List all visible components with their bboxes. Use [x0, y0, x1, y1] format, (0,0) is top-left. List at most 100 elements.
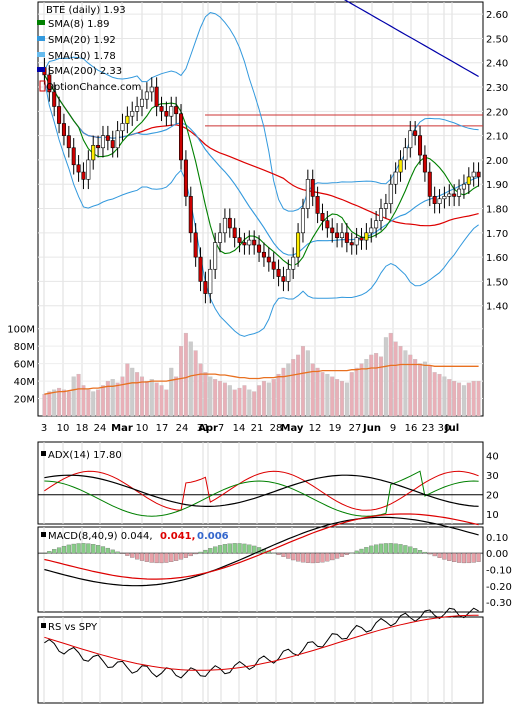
volume-bar — [369, 354, 374, 417]
volume-bar — [330, 376, 335, 417]
volume-bar — [413, 359, 418, 417]
macd-histogram-bar — [42, 553, 47, 554]
macd-histogram-bar — [183, 553, 188, 558]
macd-histogram-bar — [276, 553, 281, 556]
watermark-marker — [39, 80, 46, 92]
macd-histogram-bar — [56, 547, 62, 554]
volume-tick-label: 100M — [7, 325, 35, 336]
x-tick-label: 9 — [390, 423, 396, 434]
candle-body — [286, 268, 291, 282]
macd-histogram-bar — [115, 551, 120, 554]
macd-histogram-bar — [217, 545, 223, 554]
volume-bar — [159, 385, 164, 417]
macd-legend-swatch — [41, 532, 46, 537]
volume-bar — [139, 376, 144, 417]
adx-line — [44, 474, 479, 507]
volume-bar — [144, 380, 149, 417]
candle-body — [388, 183, 393, 204]
legend-item-sma20: SMA(20) 1.92 — [37, 35, 116, 46]
macd-histogram-bar — [95, 545, 101, 554]
macd-histogram-bar — [66, 544, 71, 554]
volume-bar — [193, 350, 198, 417]
macd-histogram-bar — [398, 544, 403, 554]
macd-histogram-bar — [178, 553, 184, 560]
volume-bar — [271, 379, 276, 417]
macd-histogram-bar — [447, 553, 452, 561]
candle-body — [198, 256, 203, 282]
x-tick-label: Jul — [444, 423, 459, 434]
candle-body — [374, 220, 379, 229]
volume-bar — [242, 385, 247, 417]
volume-bar — [427, 365, 432, 417]
macd-histogram-bar — [339, 553, 345, 557]
candle-body — [154, 86, 159, 107]
volume-bar — [320, 372, 325, 417]
macd-histogram-bar — [237, 543, 242, 554]
candle-body — [208, 268, 213, 294]
macd-histogram-bar — [374, 544, 379, 554]
macd-histogram-bar — [222, 544, 228, 554]
macd-histogram-bar — [52, 549, 57, 554]
volume-bar — [61, 389, 66, 417]
volume-bar — [349, 372, 354, 417]
candle-body — [115, 130, 120, 149]
candle-body — [344, 232, 349, 243]
macd-histogram-bar — [325, 553, 330, 562]
macd-tick-label: 0.10 — [486, 533, 508, 544]
volume-tick-label: 80M — [14, 342, 35, 353]
macd-histogram-bar — [91, 544, 96, 554]
macd-histogram-bar — [369, 545, 374, 554]
candle-body — [261, 251, 266, 258]
candle-body — [427, 171, 432, 197]
price-legend: BTE (daily) 1.93 SMA(8) 1.89 SMA(20) 1.9… — [37, 5, 141, 93]
candle-body — [135, 106, 140, 112]
macd-histogram-bar — [174, 553, 179, 561]
macd-histogram-bar — [422, 551, 428, 554]
volume-ma-line — [44, 363, 479, 395]
volume-bar — [354, 367, 359, 417]
volume-bar — [100, 385, 105, 417]
grid-lines — [38, 2, 483, 703]
macd-histogram-bar — [76, 543, 81, 554]
candle-body — [105, 135, 110, 141]
macd-histogram-bar — [144, 553, 149, 562]
volume-bar — [91, 391, 96, 417]
volume-bar — [403, 350, 408, 417]
macd-tick-label: -0.10 — [486, 566, 512, 577]
candle-body — [442, 196, 447, 200]
candle-body — [232, 227, 237, 238]
rs-label: RS vs SPY — [48, 622, 98, 633]
candle-body — [227, 217, 232, 229]
volume-bar — [418, 363, 423, 417]
x-tick-label: 31 — [197, 423, 210, 434]
x-tick-label: 19 — [329, 423, 342, 434]
macd-histogram-bar — [71, 543, 76, 554]
macd-histogram-bar — [364, 547, 369, 554]
candle-body — [91, 145, 96, 161]
price-tick-label: 2.00 — [486, 156, 508, 167]
watermark-text: OptionChance.com — [46, 82, 141, 93]
volume-bar — [125, 363, 130, 417]
volume-bar — [452, 380, 457, 417]
macd-histogram-bar — [125, 553, 130, 556]
candle-body — [125, 115, 130, 124]
macd-histogram-bar — [320, 553, 325, 563]
candle-body — [71, 147, 76, 166]
macd-tick-label: -0.30 — [486, 598, 512, 609]
rs-line — [44, 607, 479, 679]
macd-histogram-bar — [417, 550, 423, 554]
candle-body — [47, 74, 52, 93]
candle-body — [461, 183, 466, 190]
macd-histogram-bar — [135, 553, 140, 560]
legend-item-sma200: SMA(200) 2.33 — [37, 66, 122, 77]
candle-body — [281, 276, 286, 282]
macd-histogram-bar — [154, 553, 159, 564]
candle-body — [188, 196, 193, 234]
macd-histogram-bar — [295, 553, 301, 562]
macd-tick-label: 0.00 — [486, 549, 508, 560]
candle-body — [349, 242, 354, 246]
volume-bar — [213, 379, 218, 417]
volume-bar — [203, 372, 208, 417]
volume-bar — [457, 382, 462, 417]
rs-panel-frame — [37, 616, 484, 704]
